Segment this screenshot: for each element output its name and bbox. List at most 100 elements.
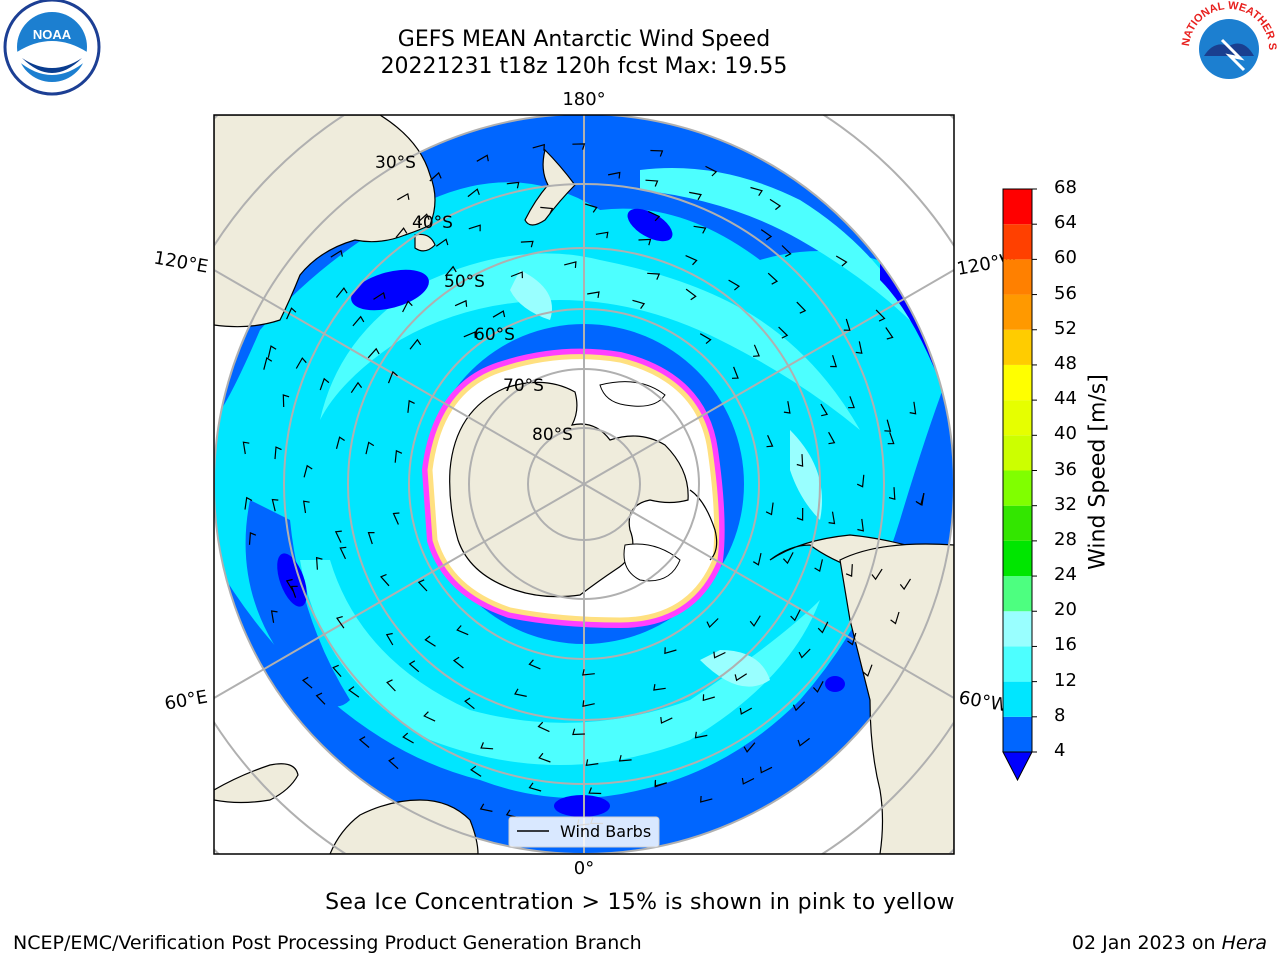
- colorbar: [1002, 188, 1037, 782]
- wind-barb: [379, 573, 390, 587]
- wind-barb: [492, 310, 506, 318]
- colorbar-tick-label: 28: [1054, 528, 1077, 550]
- wind-barb: [798, 648, 811, 659]
- wind-barb: [336, 616, 345, 629]
- wind-barb: [350, 381, 363, 394]
- wind-barb: [290, 585, 298, 598]
- wind-barb: [585, 759, 599, 767]
- wind-barb: [407, 399, 415, 413]
- wind-barb: [248, 532, 257, 545]
- wind-barb: [706, 618, 719, 629]
- colorbar-segment: [1003, 540, 1032, 577]
- wind-barb: [394, 449, 403, 463]
- wind-barb: [650, 149, 664, 157]
- wind-barb: [767, 272, 779, 285]
- wind-barb: [387, 370, 398, 384]
- colorbar-segment: [1003, 224, 1032, 260]
- colorbar-segment: [1003, 259, 1032, 295]
- colorbar-segment: [1003, 505, 1032, 541]
- wind-barb: [348, 686, 360, 698]
- wind-barb: [295, 357, 307, 369]
- wind-barb: [728, 279, 741, 291]
- wind-barb: [654, 780, 667, 788]
- wind-barb: [315, 556, 323, 570]
- wind-barb: [689, 191, 702, 201]
- wind-barb: [367, 347, 380, 359]
- wind-barb: [749, 615, 761, 627]
- wind-barb: [699, 333, 712, 345]
- wind-barb: [540, 206, 554, 215]
- wind-barb: [274, 446, 282, 460]
- colorbar-tick-label: 12: [1054, 669, 1077, 691]
- wind-barb: [424, 635, 436, 647]
- wind-barb: [468, 224, 481, 232]
- wind-barb: [373, 291, 386, 300]
- nws-logo-text: NATIONAL WEATHER SERVICE: [0, 0, 1278, 50]
- wind-barb: [769, 198, 782, 211]
- wind-barb: [409, 338, 422, 350]
- wind-barb: [339, 546, 347, 560]
- wind-barb: [694, 731, 708, 739]
- wind-barb: [739, 707, 753, 715]
- colorbar-tick-label: 36: [1054, 458, 1077, 480]
- wind-barb: [319, 377, 330, 391]
- wind-barb: [871, 568, 883, 581]
- wind-barb: [330, 249, 343, 258]
- wind-barb: [790, 609, 801, 622]
- colorbar-extend-triangle: [1002, 751, 1033, 782]
- wind-barb: [588, 787, 602, 795]
- wind-barb: [270, 610, 278, 623]
- wind-barb: [452, 656, 464, 669]
- wind-barb: [741, 777, 755, 785]
- wind-barb: [510, 271, 523, 279]
- colorbar-tick-label: 64: [1054, 212, 1077, 234]
- wind-barb: [685, 288, 697, 301]
- colorbar-tick-label: 20: [1054, 599, 1077, 621]
- wind-barb: [538, 752, 551, 763]
- lat-label-30: 30°S: [375, 153, 416, 173]
- wind-barb: [848, 396, 855, 409]
- wind-barb: [435, 238, 449, 247]
- wind-barb: [700, 795, 713, 803]
- lon-label-180: 180°: [562, 89, 605, 110]
- wind-barb: [385, 632, 394, 646]
- wind-barb: [843, 318, 851, 331]
- footer-host: Hera: [1221, 932, 1267, 954]
- wind-barb: [464, 697, 475, 710]
- wind-barb: [648, 210, 661, 222]
- wind-barb: [915, 492, 925, 506]
- wind-barb: [781, 245, 792, 258]
- colorbar-tick-label: 24: [1054, 564, 1077, 586]
- colorbar-segment: [1003, 611, 1032, 647]
- wind-barb: [301, 676, 313, 689]
- wind-barb: [856, 474, 865, 488]
- wind-barb: [778, 326, 789, 339]
- colorbar-tick-label: 32: [1054, 493, 1077, 515]
- map-frame: [213, 114, 955, 855]
- wind-barb: [820, 403, 829, 417]
- wind-barb: [760, 229, 773, 241]
- wind-barb: [835, 255, 848, 267]
- wind-barb: [271, 498, 279, 512]
- colorbar-segment: [1003, 329, 1032, 365]
- colorbar-tick-label: 52: [1054, 317, 1077, 339]
- wind-barb: [315, 692, 326, 705]
- colorbar-tick-label: 8: [1054, 704, 1066, 726]
- wind-barb: [582, 700, 595, 707]
- footer-credit: NCEP/EMC/Verification Post Processing Pr…: [13, 932, 642, 954]
- wind-barb: [282, 394, 290, 408]
- wind-barb: [752, 552, 762, 566]
- colorbar-tick-label: 56: [1054, 282, 1077, 304]
- wind-barb: [792, 701, 806, 712]
- wind-barb: [783, 401, 791, 414]
- wind-barb: [731, 366, 739, 379]
- colorbar-label: Wind Speed [m/s]: [1085, 374, 1111, 570]
- wind-barb: [595, 231, 609, 239]
- wind-barb: [857, 518, 865, 532]
- wind-barb: [753, 344, 760, 357]
- colorbar-segment: [1003, 189, 1032, 225]
- wind-barb: [647, 272, 661, 280]
- legend-label: Wind Barbs: [560, 822, 651, 841]
- wind-barb: [750, 186, 763, 197]
- colorbar-segment: [1003, 470, 1032, 506]
